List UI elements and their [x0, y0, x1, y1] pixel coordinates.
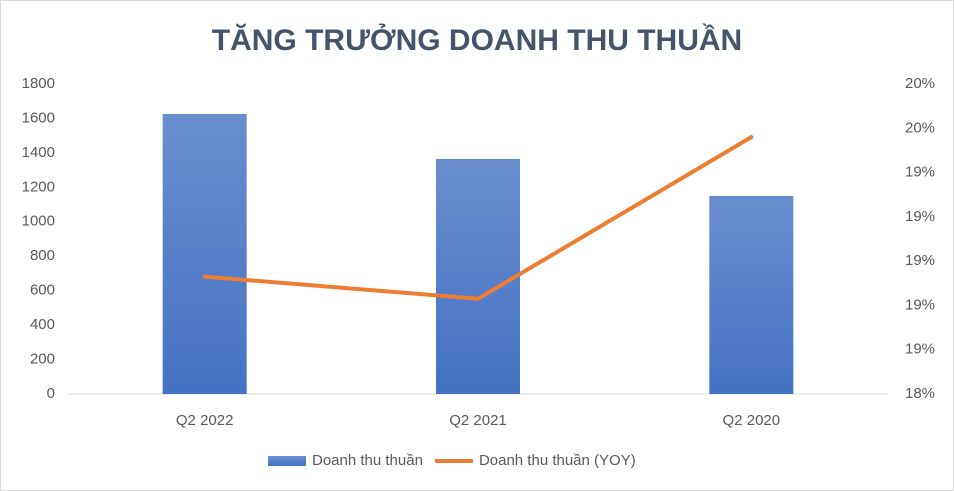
chart-title: TĂNG TRƯỞNG DOANH THU THUẦN: [212, 23, 742, 57]
y-tick-label: 1400: [22, 144, 55, 161]
y2-tick-label: 19%: [905, 164, 935, 181]
y-tick-label: 200: [30, 351, 55, 368]
bar: [162, 113, 247, 394]
legend-label: Doanh thu thuần (YOY): [479, 452, 636, 469]
bar: [709, 195, 794, 394]
x-tick-label: Q2 2022: [176, 412, 234, 429]
legend-swatch: [268, 456, 306, 466]
line: [202, 135, 754, 301]
y2-tick-label: 19%: [905, 296, 935, 313]
y2-tick-label: 18%: [905, 385, 935, 402]
y2-tick-label: 20%: [905, 75, 935, 92]
y-tick-label: 1200: [22, 178, 55, 195]
y2-tick-label: 19%: [905, 341, 935, 358]
y-tick-label: 400: [30, 316, 55, 333]
y2-tick-label: 19%: [905, 252, 935, 269]
x-tick-label: Q2 2021: [449, 412, 507, 429]
y-tick-label: 0: [47, 385, 55, 402]
bar: [436, 158, 520, 394]
y-tick-label: 800: [30, 247, 55, 264]
x-tick-label: Q2 2020: [723, 412, 781, 429]
legend-label: Doanh thu thuần: [312, 452, 423, 469]
y-tick-label: 1800: [22, 75, 55, 92]
y-tick-label: 600: [30, 282, 55, 299]
y-tick-label: 1000: [22, 213, 55, 230]
y2-tick-label: 19%: [905, 208, 935, 225]
y2-tick-label: 20%: [905, 119, 935, 136]
y-tick-label: 1600: [22, 109, 55, 126]
